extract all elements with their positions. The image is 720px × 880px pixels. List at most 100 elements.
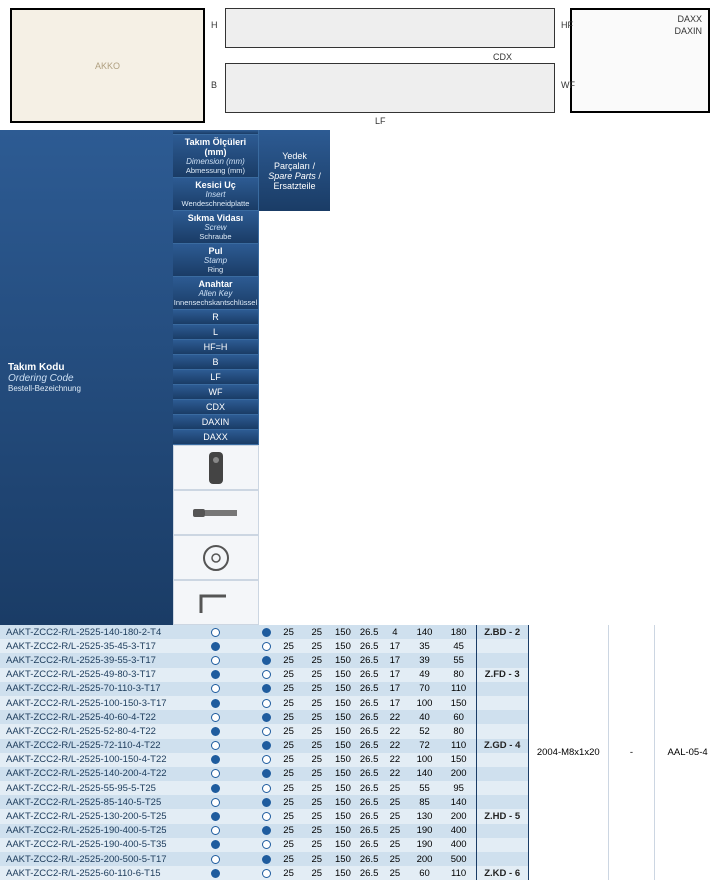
variant-dot [262, 727, 271, 736]
value-cell: 25 [274, 668, 304, 682]
l-cell [259, 795, 273, 809]
key-l3: Innensechskantschlüssel [174, 298, 257, 307]
ring-header: Pul Stamp Ring [173, 244, 259, 277]
code-cell: AAKT-ZCC2-R/L-2525-190-400-5-T35 [0, 838, 173, 852]
l-cell [259, 739, 273, 753]
value-cell: 25 [274, 852, 304, 866]
r-cell [173, 753, 259, 767]
r-cell [173, 639, 259, 653]
ordering-header: Takım Kodu Ordering Code Bestell-Bezeich… [0, 130, 173, 625]
code-cell: AAKT-ZCC2-R/L-2525-85-140-5-T25 [0, 795, 173, 809]
insert-cell [476, 696, 528, 710]
value-cell: 150 [330, 852, 356, 866]
col-hfh: HF=H [173, 340, 259, 355]
value-cell: 25 [304, 852, 330, 866]
value-cell: 26.5 [356, 866, 382, 880]
variant-dot [211, 727, 220, 736]
value-cell: 26.5 [356, 809, 382, 823]
insert-cell [476, 795, 528, 809]
variant-dot [211, 699, 220, 708]
l-cell [259, 682, 273, 696]
insert-cell [476, 767, 528, 781]
label-b: B [211, 80, 217, 90]
value-cell: 45 [442, 639, 476, 653]
r-cell [173, 809, 259, 823]
value-cell: 40 [407, 710, 441, 724]
key-l1: Anahtar [198, 279, 232, 289]
code-cell: AAKT-ZCC2-R/L-2525-70-110-3-T17 [0, 682, 173, 696]
code-cell: AAKT-ZCC2-R/L-2525-140-200-4-T22 [0, 767, 173, 781]
value-cell: 22 [382, 767, 407, 781]
r-cell [173, 795, 259, 809]
value-cell: 25 [382, 795, 407, 809]
value-cell: 150 [330, 781, 356, 795]
code-cell: AAKT-ZCC2-R/L-2525-190-400-5-T25 [0, 824, 173, 838]
value-cell: 150 [330, 753, 356, 767]
insert-cell [476, 781, 528, 795]
label-cdx: CDX [493, 52, 512, 62]
value-cell: 39 [407, 653, 441, 667]
value-cell: 25 [304, 710, 330, 724]
l-cell [259, 866, 273, 880]
screw-icon [191, 501, 241, 525]
variant-dot [262, 784, 271, 793]
variant-dot [211, 684, 220, 693]
r-cell [173, 824, 259, 838]
value-cell: 52 [407, 724, 441, 738]
ordering-l3: Bestell-Bezeichnung [8, 384, 165, 393]
value-cell: 190 [407, 838, 441, 852]
value-cell: 25 [274, 739, 304, 753]
value-cell: 25 [304, 838, 330, 852]
insert-image [173, 445, 259, 490]
code-cell: AAKT-ZCC2-R/L-2525-52-80-4-T22 [0, 724, 173, 738]
value-cell: 22 [382, 724, 407, 738]
key-value: AAL-05-4 [655, 625, 720, 880]
value-cell: 25 [274, 866, 304, 880]
value-cell: 190 [407, 824, 441, 838]
value-cell: 150 [330, 668, 356, 682]
value-cell: 25 [382, 866, 407, 880]
value-cell: 17 [382, 639, 407, 653]
value-cell: 110 [442, 866, 476, 880]
value-cell: 25 [274, 653, 304, 667]
value-cell: 49 [407, 668, 441, 682]
value-cell: 25 [304, 696, 330, 710]
insert-header: Kesici Uç Insert Wendeschneidplatte [173, 178, 259, 211]
variant-dot [211, 812, 220, 821]
value-cell: 150 [330, 767, 356, 781]
label-h: H [211, 20, 218, 30]
l-cell [259, 852, 273, 866]
insert-cell [476, 653, 528, 667]
col-cdx: CDX [173, 400, 259, 415]
r-cell [173, 625, 259, 639]
label-daxx: DAXX [677, 14, 702, 24]
value-cell: 25 [274, 838, 304, 852]
r-cell [173, 682, 259, 696]
variant-dot [262, 812, 271, 821]
value-cell: 26.5 [356, 696, 382, 710]
value-cell: 26.5 [356, 724, 382, 738]
insert-cell [476, 639, 528, 653]
variant-dot [211, 656, 220, 665]
screw-l2: Screw [204, 223, 226, 232]
value-cell: 25 [274, 639, 304, 653]
ins-l3: Wendeschneidplatte [182, 199, 250, 208]
variant-dot [262, 826, 271, 835]
value-cell: 150 [330, 710, 356, 724]
key-icon [196, 588, 236, 618]
insert-cell [476, 682, 528, 696]
value-cell: 200 [442, 767, 476, 781]
l-cell [259, 696, 273, 710]
code-cell: AAKT-ZCC2-R/L-2525-130-200-5-T25 [0, 809, 173, 823]
value-cell: 25 [304, 739, 330, 753]
insert-cell [476, 852, 528, 866]
value-cell: 150 [330, 653, 356, 667]
value-cell: 25 [304, 682, 330, 696]
value-cell: 25 [274, 724, 304, 738]
value-cell: 110 [442, 682, 476, 696]
value-cell: 26.5 [356, 795, 382, 809]
variant-dot [262, 656, 271, 665]
value-cell: 25 [382, 809, 407, 823]
value-cell: 25 [382, 824, 407, 838]
screw-l1: Sıkma Vidası [188, 213, 243, 223]
